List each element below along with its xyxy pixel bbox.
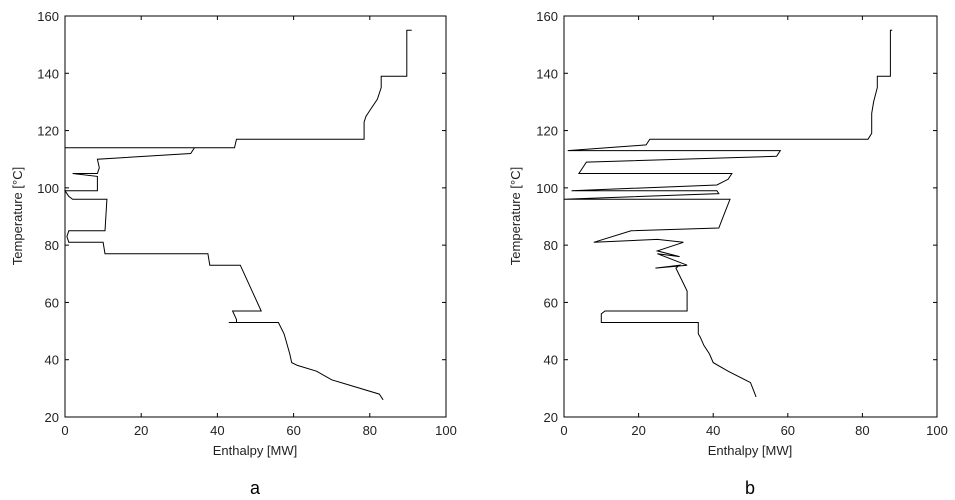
y-tick-label: 140	[536, 66, 558, 81]
y-axis-label-b: Temperature [°C]	[508, 167, 523, 265]
x-tick-label: 0	[61, 423, 68, 438]
y-axis-label-a: Temperature [°C]	[10, 167, 25, 265]
x-ticks-a: 0 20 40 60 80 100	[61, 16, 457, 438]
y-tick-label: 60	[45, 295, 59, 310]
y-tick-label: 60	[544, 295, 558, 310]
series-group-b	[563, 29, 893, 398]
y-tick-label: 20	[45, 410, 59, 425]
y-tick-label: 40	[45, 353, 59, 368]
y-ticks-a: 20 40 60 80 100 120 140 160	[37, 9, 446, 425]
x-tick-label: 20	[134, 423, 148, 438]
y-tick-label: 100	[37, 181, 59, 196]
x-tick-label: 20	[631, 423, 645, 438]
x-tick-label: 40	[210, 423, 224, 438]
y-tick-label: 80	[45, 238, 59, 253]
x-tick-label: 60	[286, 423, 300, 438]
y-tick-label: 120	[37, 124, 59, 139]
y-tick-label: 100	[536, 181, 558, 196]
plot-frame-a	[64, 15, 447, 418]
x-tick-label: 0	[560, 423, 567, 438]
x-tick-label: 80	[855, 423, 869, 438]
x-axis-label-b: Enthalpy [MW]	[708, 443, 793, 458]
y-tick-label: 120	[536, 124, 558, 139]
y-tick-label: 160	[536, 9, 558, 24]
panel-label-a: a	[250, 478, 261, 498]
series-group-a	[64, 29, 412, 401]
y-tick-label: 40	[544, 353, 558, 368]
x-tick-label: 80	[363, 423, 377, 438]
y-tick-label: 80	[544, 238, 558, 253]
series-line-b	[563, 29, 893, 398]
panel-label-b: b	[745, 478, 755, 498]
x-tick-label: 60	[781, 423, 795, 438]
y-tick-label: 20	[544, 410, 558, 425]
x-tick-label: 40	[706, 423, 720, 438]
y-ticks-b: 20 40 60 80 100 120 140 160	[536, 9, 937, 425]
y-tick-label: 140	[37, 66, 59, 81]
x-tick-label: 100	[435, 423, 457, 438]
y-tick-label: 160	[37, 9, 59, 24]
plot-frame-b	[563, 15, 938, 418]
series-line-a	[64, 29, 412, 401]
x-axis-label-a: Enthalpy [MW]	[213, 443, 298, 458]
x-tick-label: 100	[926, 423, 948, 438]
x-ticks-b: 0 20 40 60 80 100	[560, 16, 948, 438]
